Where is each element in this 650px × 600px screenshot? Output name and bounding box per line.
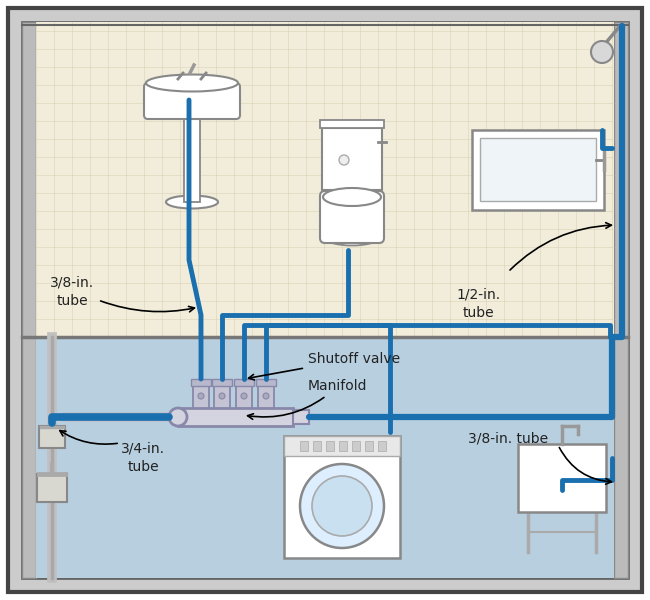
Circle shape: [198, 393, 204, 399]
Bar: [518, 444, 606, 512]
Ellipse shape: [323, 188, 381, 206]
Bar: [326, 441, 334, 451]
Bar: [480, 138, 596, 201]
Bar: [339, 441, 347, 451]
Text: Manifold: Manifold: [248, 379, 367, 419]
Text: 3/8-in.
tube: 3/8-in. tube: [50, 276, 94, 308]
Bar: [36, 337, 614, 578]
FancyBboxPatch shape: [144, 83, 240, 119]
Bar: [236, 384, 252, 408]
Bar: [36, 22, 614, 337]
Bar: [178, 408, 293, 426]
Circle shape: [169, 408, 187, 426]
Text: 1/2-in.
tube: 1/2-in. tube: [456, 288, 500, 320]
Bar: [234, 379, 254, 386]
Bar: [191, 379, 211, 386]
Bar: [300, 441, 308, 451]
Text: 3/8-in. tube: 3/8-in. tube: [468, 431, 548, 445]
FancyBboxPatch shape: [320, 191, 384, 243]
Bar: [193, 384, 209, 408]
Bar: [313, 441, 321, 451]
Bar: [352, 441, 360, 451]
Bar: [212, 379, 232, 386]
Bar: [184, 114, 200, 202]
Bar: [37, 474, 67, 502]
Circle shape: [591, 41, 613, 63]
Circle shape: [312, 476, 372, 536]
Ellipse shape: [166, 196, 218, 208]
Bar: [322, 128, 382, 190]
Bar: [256, 379, 276, 386]
Bar: [614, 22, 628, 578]
Bar: [22, 22, 36, 578]
Text: Shutoff valve: Shutoff valve: [248, 352, 400, 380]
Ellipse shape: [324, 229, 380, 245]
Circle shape: [339, 155, 349, 165]
Circle shape: [263, 393, 269, 399]
Bar: [365, 441, 373, 451]
Bar: [472, 130, 604, 210]
Circle shape: [241, 393, 247, 399]
Bar: [293, 410, 309, 424]
Bar: [320, 120, 384, 128]
Bar: [258, 384, 274, 408]
Bar: [39, 426, 65, 448]
Ellipse shape: [146, 74, 238, 91]
Bar: [284, 436, 400, 456]
Circle shape: [300, 464, 384, 548]
Bar: [214, 384, 230, 408]
Text: 3/4-in.
tube: 3/4-in. tube: [121, 442, 165, 474]
Bar: [378, 441, 386, 451]
Circle shape: [219, 393, 225, 399]
Bar: [284, 436, 400, 558]
